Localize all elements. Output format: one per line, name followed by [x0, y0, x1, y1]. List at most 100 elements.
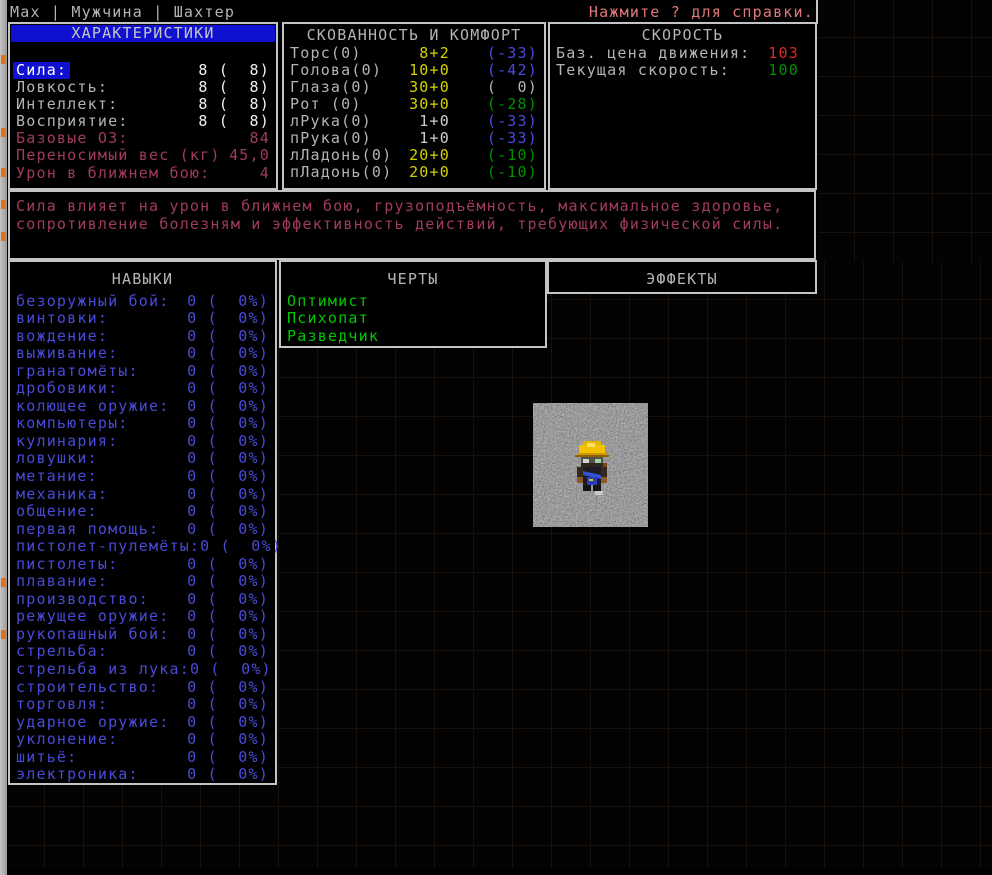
skill-value: 0 ( 0%) — [187, 519, 269, 538]
body-part-label: Голова(0) — [290, 60, 383, 79]
stat-row[interactable]: Переносимый вес (кг) 45,0 — [10, 147, 276, 164]
stats-panel: ХАРАКТЕРИСТИКИ Сила: 8 ( 8) Ловкость: 8 ( 8… — [8, 22, 278, 190]
speed-row: Текущая скорость: 100 — [550, 61, 815, 79]
skill-name: колющее оружие: — [16, 396, 170, 415]
skill-name: первая помощь: — [16, 519, 160, 538]
trait-name: Оптимист — [287, 291, 369, 310]
skill-row[interactable]: пистолеты: 0 ( 0%) — [10, 554, 275, 574]
skill-value: 0 ( 0%) — [187, 607, 269, 626]
stat-row[interactable]: Ловкость: 8 ( 8) — [10, 78, 276, 96]
skill-name: режущее оружие: — [16, 607, 170, 626]
skill-row[interactable]: режущее оружие: 0 ( 0%) — [10, 608, 275, 626]
speed-label: Баз. цена движения: — [556, 43, 751, 62]
speed-rows: Баз. цена движения: 103 Текущая скорость: 1… — [550, 43, 815, 79]
skill-row[interactable]: кулинария: 0 ( 0%) — [10, 431, 275, 451]
encumbrance-penalty: (-10) — [486, 163, 538, 182]
skill-name: выживание: — [16, 344, 119, 363]
stat-row[interactable]: Базовые ОЗ: 84 — [10, 130, 276, 147]
skill-row[interactable]: ударное оружие: 0 ( 0%) — [10, 712, 275, 732]
skill-value: 0 ( 0%) — [200, 537, 283, 556]
stat-label: Урон в ближнем бою: — [16, 163, 211, 182]
stat-row[interactable]: Восприятие: 8 ( 8) — [10, 113, 276, 130]
edge-mark — [1, 200, 6, 209]
skill-name: стрельба из лука: — [16, 659, 190, 678]
body-part-label: Рот (0) — [290, 94, 362, 113]
skill-name: безоружный бой: — [16, 291, 170, 310]
help-hint: Нажмите ? для справки. — [588, 3, 814, 21]
skill-name: уклонение: — [16, 730, 119, 749]
skill-name: ударное оружие: — [16, 712, 170, 731]
skill-row[interactable]: гранатомёты: 0 ( 0%) — [10, 362, 275, 381]
trait-row[interactable]: Психопат — [281, 309, 545, 328]
skill-row[interactable]: метание: 0 ( 0%) — [10, 466, 275, 486]
skill-value: 0 ( 0%) — [187, 572, 269, 591]
trait-row[interactable]: Оптимист — [281, 291, 545, 311]
skill-row[interactable]: компьютеры: 0 ( 0%) — [10, 415, 275, 433]
stat-label: Базовые ОЗ: — [16, 129, 129, 148]
skill-row[interactable]: первая помощь: 0 ( 0%) — [10, 519, 275, 539]
encumbrance-row: пЛадонь(0) 20+0 (-10) — [284, 164, 544, 181]
skill-row[interactable]: плавание: 0 ( 0%) — [10, 573, 275, 591]
skill-row[interactable]: ловушки: 0 ( 0%) — [10, 450, 275, 468]
skill-row[interactable]: выживание: 0 ( 0%) — [10, 345, 275, 363]
stat-row[interactable]: Интеллект: 8 ( 8) — [10, 96, 276, 113]
description-panel: Сила влияет на урон в ближнем бою, грузо… — [8, 190, 816, 260]
character-summary: Max | Мужчина | Шахтер — [10, 3, 236, 21]
encumbrance-value: 1+0 — [419, 128, 450, 147]
skill-row[interactable]: пистолет-пулемёты: 0 ( 0%) — [10, 538, 281, 556]
trait-name: Психопат — [287, 309, 369, 328]
skill-name: производство: — [16, 589, 149, 608]
skill-value: 0 ( 0%) — [187, 291, 269, 310]
skill-row[interactable]: торговля: 0 ( 0%) — [10, 696, 275, 714]
skill-row[interactable]: стрельба: 0 ( 0%) — [10, 643, 275, 661]
skill-row[interactable]: электроника: 0 ( 0%) — [10, 766, 275, 784]
skill-name: строительство: — [16, 677, 160, 696]
encumbrance-value: 30+0 — [409, 77, 450, 96]
skills-panel: НАВЫКИ безоружный бой: 0 ( 0%) винтовки: 0 … — [8, 260, 281, 785]
skill-row[interactable]: винтовки: 0 ( 0%) — [10, 309, 275, 328]
body-part-label: лЛадонь(0) — [290, 146, 393, 165]
skill-value: 0 ( 0%) — [187, 765, 269, 784]
skill-value: 0 ( 0%) — [187, 642, 269, 661]
encumbrance-penalty: (-33) — [486, 111, 538, 130]
speed-panel: СКОРОСТЬ Баз. цена движения: 103 Текущая с… — [548, 22, 817, 190]
skill-row[interactable]: общение: 0 ( 0%) — [10, 503, 275, 521]
skill-name: пистолеты: — [16, 554, 119, 573]
trait-row[interactable]: Разведчик — [281, 327, 545, 346]
player-character-sprite[interactable] — [571, 441, 613, 495]
skill-name: кулинария: — [16, 431, 119, 450]
skill-value: 0 ( 0%) — [187, 624, 269, 643]
edge-mark — [1, 232, 6, 241]
encumbrance-value: 20+0 — [409, 163, 450, 182]
skill-row[interactable]: производство: 0 ( 0%) — [10, 589, 275, 609]
skill-row[interactable]: механика: 0 ( 0%) — [10, 485, 275, 504]
edge-mark — [1, 578, 6, 587]
skill-value: 0 ( 0%) — [187, 431, 269, 450]
stat-row[interactable]: Урон в ближнем бою: 4 — [10, 163, 276, 182]
skill-row[interactable]: уклонение: 0 ( 0%) — [10, 731, 275, 749]
stat-row[interactable]: Сила: 8 ( 8) — [10, 61, 276, 80]
skill-row[interactable]: дробовики: 0 ( 0%) — [10, 380, 275, 398]
skill-row[interactable]: строительство: 0 ( 0%) — [10, 677, 275, 697]
traits-rows: Оптимист Психопат Разведчик — [281, 291, 545, 346]
skill-value: 0 ( 0%) — [187, 712, 269, 731]
skill-name: метание: — [16, 466, 98, 485]
skill-row[interactable]: колющее оружие: 0 ( 0%) — [10, 396, 275, 416]
skill-row[interactable]: стрельба из лука: 0 ( 0%) — [10, 659, 275, 679]
stat-label: Сила: — [13, 61, 71, 80]
skill-value: 0 ( 0%) — [187, 677, 269, 696]
description-line: Сила влияет на урон в ближнем бою, грузо… — [16, 197, 784, 215]
body-part-label: пЛадонь(0) — [290, 163, 393, 182]
skill-name: вождение: — [16, 326, 109, 345]
skill-row[interactable]: рукопашный бой: 0 ( 0%) — [10, 624, 275, 644]
skill-name: электроника: — [16, 765, 139, 784]
skill-name: винтовки: — [16, 309, 109, 328]
skill-row[interactable]: шитьё: 0 ( 0%) — [10, 748, 275, 767]
skill-value: 0 ( 0%) — [187, 589, 269, 608]
skill-row[interactable]: безоружный бой: 0 ( 0%) — [10, 291, 275, 311]
skill-value: 0 ( 0%) — [187, 730, 269, 749]
skill-name: дробовики: — [16, 379, 119, 398]
stat-value: 84 — [249, 129, 270, 148]
edge-mark — [1, 55, 6, 64]
skill-row[interactable]: вождение: 0 ( 0%) — [10, 326, 275, 346]
